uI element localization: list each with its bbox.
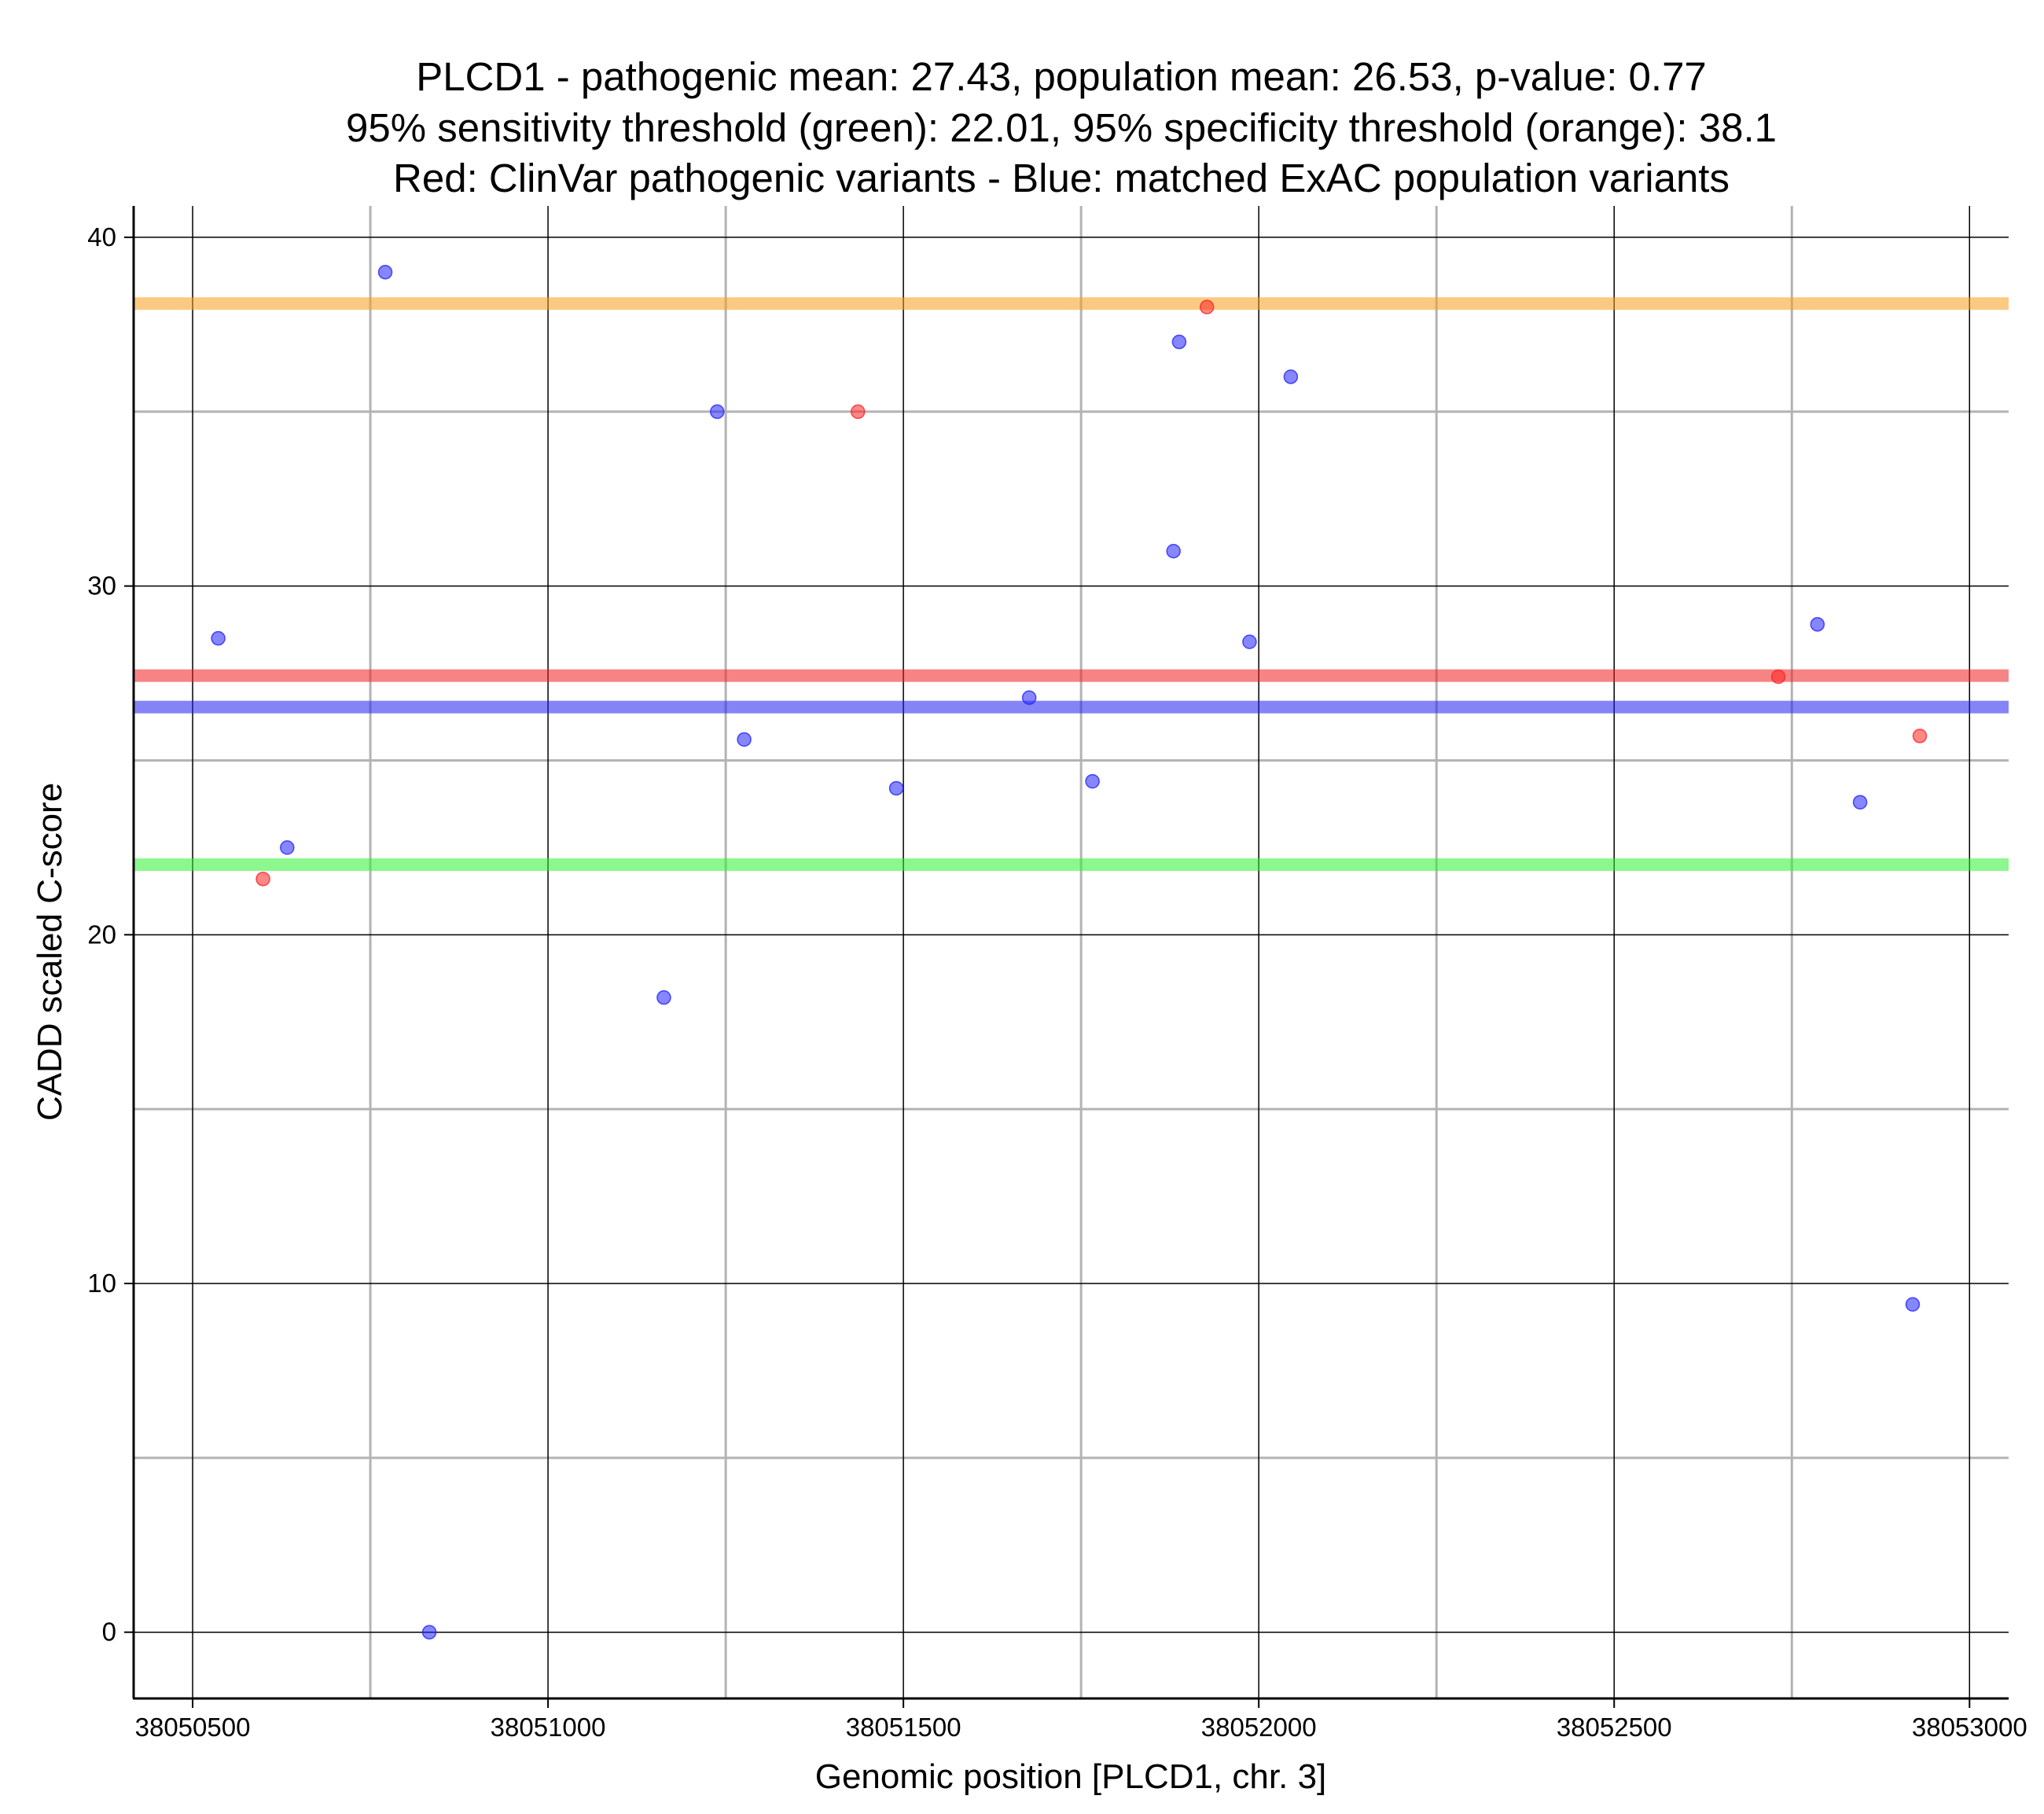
data-point [421, 1625, 437, 1640]
x-tick-label: 38052000 [1201, 1713, 1317, 1742]
y-axis-title: CADD scaled C-score [31, 783, 69, 1121]
data-point [1912, 729, 1928, 744]
data-point [1770, 669, 1786, 685]
data-point [1166, 544, 1181, 559]
y-tick-label: 20 [87, 920, 116, 949]
y-tick-label: 0 [102, 1618, 116, 1647]
major-grid [134, 206, 2009, 1698]
x-tick-label: 38051000 [491, 1713, 606, 1742]
data-point [377, 265, 393, 280]
x-tick-label: 38051500 [846, 1713, 961, 1742]
data-points [211, 265, 1928, 1640]
minor-grid [134, 206, 2009, 1698]
y-tick-label: 30 [87, 571, 116, 600]
threshold-lines [134, 297, 2009, 872]
data-point [1283, 369, 1299, 384]
data-point [1852, 795, 1868, 810]
y-tick-label: 10 [87, 1269, 116, 1298]
data-point [211, 630, 226, 646]
data-point [851, 404, 866, 420]
y-tick-label: 40 [87, 222, 116, 252]
x-axis-ticks: 38050500 38051000 38051500 38052000 38052500… [135, 1698, 2027, 1742]
data-point [737, 732, 752, 747]
data-point [1810, 617, 1825, 632]
axes [132, 206, 2009, 1700]
data-point [256, 872, 270, 887]
data-point [1242, 634, 1257, 649]
x-axis-title: Genomic position [PLCD1, chr. 3] [815, 1757, 1327, 1796]
series-pathogenic [256, 299, 1928, 887]
chart-title: PLCD1 - pathogenic mean: 27.43, populati… [346, 54, 1777, 200]
title-line-2: 95% sensitivity threshold (green): 22.01… [346, 105, 1777, 150]
data-point [1085, 773, 1100, 789]
title-line-1: PLCD1 - pathogenic mean: 27.43, populati… [416, 54, 1707, 99]
data-point [1021, 690, 1037, 705]
x-tick-label: 38052500 [1557, 1713, 1672, 1742]
data-point [656, 990, 671, 1005]
data-point [710, 404, 725, 420]
data-point [1199, 299, 1215, 314]
title-line-3: Red: ClinVar pathogenic variants - Blue:… [393, 156, 1730, 200]
x-tick-label: 38050500 [135, 1713, 251, 1742]
y-axis-ticks: 0 10 20 30 40 [87, 222, 134, 1647]
data-point [280, 840, 295, 855]
data-point [888, 780, 904, 796]
data-point [1171, 334, 1187, 350]
x-tick-label: 38053000 [1912, 1713, 2027, 1742]
data-point [1905, 1297, 1921, 1312]
series-population [211, 265, 1921, 1640]
